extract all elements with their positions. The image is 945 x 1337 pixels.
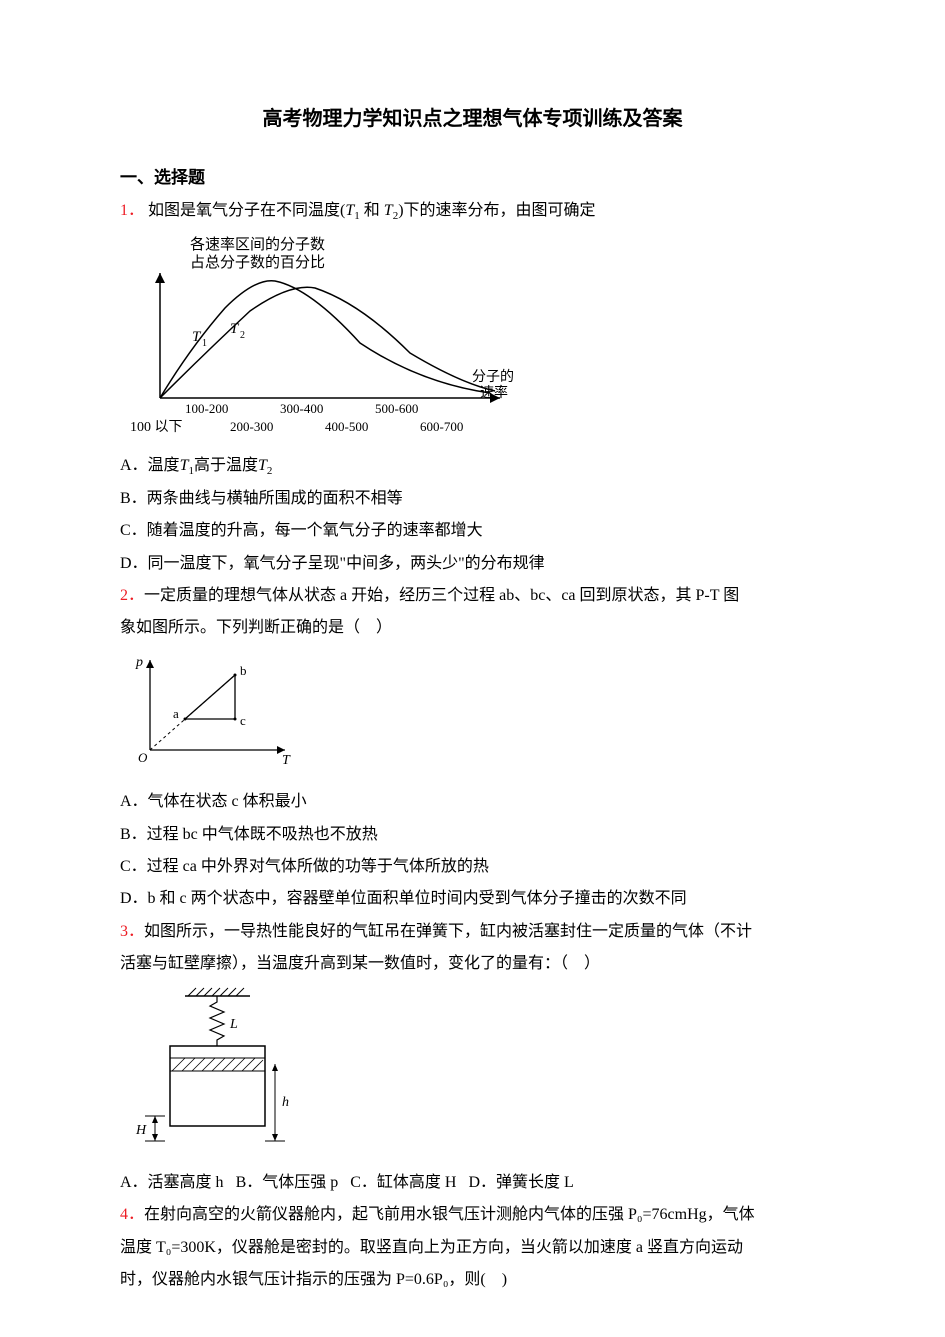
q2-number: 2． [120,587,144,604]
svg-text:1: 1 [202,338,207,349]
svg-text:a: a [173,706,179,721]
page-title: 高考物理力学知识点之理想气体专项训练及答案 [120,100,825,138]
ylabel-line2: 占总分子数的百分比 [190,254,325,271]
svg-text:T: T [230,321,240,337]
q1-option-c: C．随着温度的升高，每一个氧气分子的速率都增大 [120,516,825,546]
svg-text:500-600: 500-600 [375,401,418,416]
q2-option-c: C．过程 ca 中外界对气体所做的功等于气体所放的热 [120,852,825,882]
q2-figure: p T O a b c [130,650,825,781]
ylabel-line1: 各速率区间的分子数 [190,236,325,253]
q3-number: 3． [120,923,144,940]
q1-figure: 各速率区间的分子数 占总分子数的百分比 T1 T2 分子的 速率 100-200… [130,233,825,444]
q4-stem-3: 时，仪器舱内水银气压计指示的压强为 P=0.6P₀，则( ) [120,1265,825,1295]
q1-text-b: 和 [364,202,380,219]
q1-text-a: 如图是氧气分子在不同温度( [148,202,345,219]
q1-option-a: A．温度T1高于温度T2 [120,451,825,482]
svg-text:T: T [282,753,291,768]
svg-text:h: h [282,1095,289,1110]
q4-stem: 4．在射向高空的火箭仪器舱内，起飞前用水银气压计测舱内气体的压强 P₀=76cm… [120,1200,825,1230]
q4-stem-2: 温度 T₀=300K，仪器舱是密封的。取竖直向上为正方向，当火箭以加速度 a 竖… [120,1233,825,1263]
q3-figure: L h H [130,986,825,1162]
svg-text:b: b [240,663,247,678]
svg-text:200-300: 200-300 [230,419,273,433]
q4-number: 4． [120,1206,144,1223]
q2-stem: 2．一定质量的理想气体从状态 a 开始，经历三个过程 ab、bc、ca 回到原状… [120,581,825,611]
svg-text:100 以下: 100 以下 [130,420,183,433]
svg-text:2: 2 [240,330,245,341]
q2-option-a: A．气体在状态 c 体积最小 [120,787,825,817]
svg-text:300-400: 300-400 [280,401,323,416]
xlabel-l1: 分子的 [472,369,514,385]
q1-option-b: B．两条曲线与横轴所围成的面积不相等 [120,484,825,514]
svg-text:100-200: 100-200 [185,401,228,416]
q3-stem-2: 活塞与缸壁摩擦），当温度升高到某一数值时，变化了的量有：（ ） [120,949,825,979]
svg-text:L: L [229,1017,238,1032]
svg-text:400-500: 400-500 [325,419,368,433]
xlabel-l2: 速率 [480,384,508,401]
q1-text-c: )下的速率分布，由图可确定 [398,202,595,219]
q3-stem: 3．如图所示，一导热性能良好的气缸吊在弹簧下，缸内被活塞封住一定质量的气体（不计 [120,917,825,947]
q3-options: A．活塞高度 h B．气体压强 p C．缸体高度 H D．弹簧长度 L [120,1168,825,1198]
svg-text:p: p [135,655,143,670]
section-heading: 一、选择题 [120,162,825,194]
svg-text:H: H [135,1123,147,1138]
q1-stem: 1． 如图是氧气分子在不同温度(T1 和 T2)下的速率分布，由图可确定 [120,196,825,227]
q1-option-d: D．同一温度下，氧气分子呈现"中间多，两头少"的分布规律 [120,549,825,579]
q2-stem-2: 象如图所示。下列判断正确的是（ ） [120,613,825,643]
q1-number: 1． [120,202,144,219]
svg-text:O: O [138,750,148,765]
q2-option-d: D．b 和 c 两个状态中，容器壁单位面积单位时间内受到气体分子撞击的次数不同 [120,884,825,914]
q2-option-b: B．过程 bc 中气体既不吸热也不放热 [120,820,825,850]
svg-text:c: c [240,713,246,728]
svg-text:600-700: 600-700 [420,419,463,433]
